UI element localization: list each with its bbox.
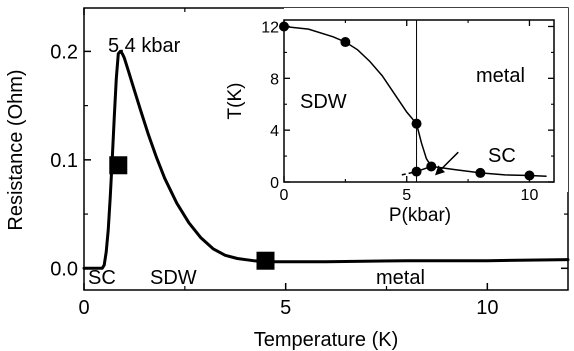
inset-y-tick-label: 8 <box>270 71 279 88</box>
main-metal-label: metal <box>376 267 425 289</box>
inset-x-tick-label: 0 <box>280 187 289 204</box>
y-tick-label: 0.2 <box>50 41 78 63</box>
main-chart: 0 5 10 0.0 0.1 0.2 Temperature (K) Resistance… <box>5 7 570 351</box>
inset-tick-labels: 0 5 10 0 4 8 12 <box>261 19 538 204</box>
inset-y-tick-label: 12 <box>261 19 279 36</box>
main-square-marker <box>256 251 275 270</box>
x-tick-label: 5 <box>280 297 291 319</box>
inset-y-tick-label: 0 <box>270 175 279 192</box>
inset-x-axis-label: P(kbar) <box>389 205 451 226</box>
y-tick-label: 0.0 <box>50 258 78 280</box>
inset-data-point <box>524 170 535 181</box>
main-sc-label: SC <box>88 267 116 289</box>
inset-data-point <box>475 167 486 178</box>
inset-data-point <box>411 166 422 177</box>
inset-x-tick-label: 10 <box>521 187 539 204</box>
inset-data-point <box>279 21 289 32</box>
pressure-annotation: 5.4 kbar <box>108 35 181 57</box>
main-square-marker <box>109 156 128 175</box>
inset-sc-label: SC <box>488 145 516 167</box>
x-tick-label: 0 <box>78 297 89 319</box>
inset-background <box>284 8 568 192</box>
main-x-axis-label: Temperature (K) <box>254 329 399 351</box>
inset-data-point <box>426 161 437 172</box>
inset-y-tick-label: 4 <box>270 123 279 140</box>
x-tick-label: 10 <box>476 297 498 319</box>
inset-sdw-label: SDW <box>300 91 347 113</box>
inset-plot-frame <box>283 19 555 183</box>
main-sdw-label: SDW <box>150 267 197 289</box>
inset-data-point <box>411 118 422 129</box>
inset-chart: 0 5 10 0 4 8 12 P(kbar) T(K) SDW metal SC <box>225 8 568 226</box>
inset-sc-extension <box>401 170 417 176</box>
inset-sc-arrow <box>434 151 459 176</box>
inset-metal-label: metal <box>476 65 525 87</box>
y-tick-label: 0.1 <box>50 150 78 172</box>
inset-points <box>279 21 535 181</box>
main-markers <box>109 156 275 270</box>
inset-y-axis-label: T(K) <box>225 83 246 120</box>
main-y-axis-label: Resistance (Ohm) <box>5 69 27 230</box>
inset-sdw-boundary <box>283 25 432 167</box>
inset-x-tick-label: 5 <box>402 187 411 204</box>
main-tick-labels: 0 5 10 0.0 0.1 0.2 <box>50 41 498 319</box>
inset-data-point <box>340 37 351 48</box>
